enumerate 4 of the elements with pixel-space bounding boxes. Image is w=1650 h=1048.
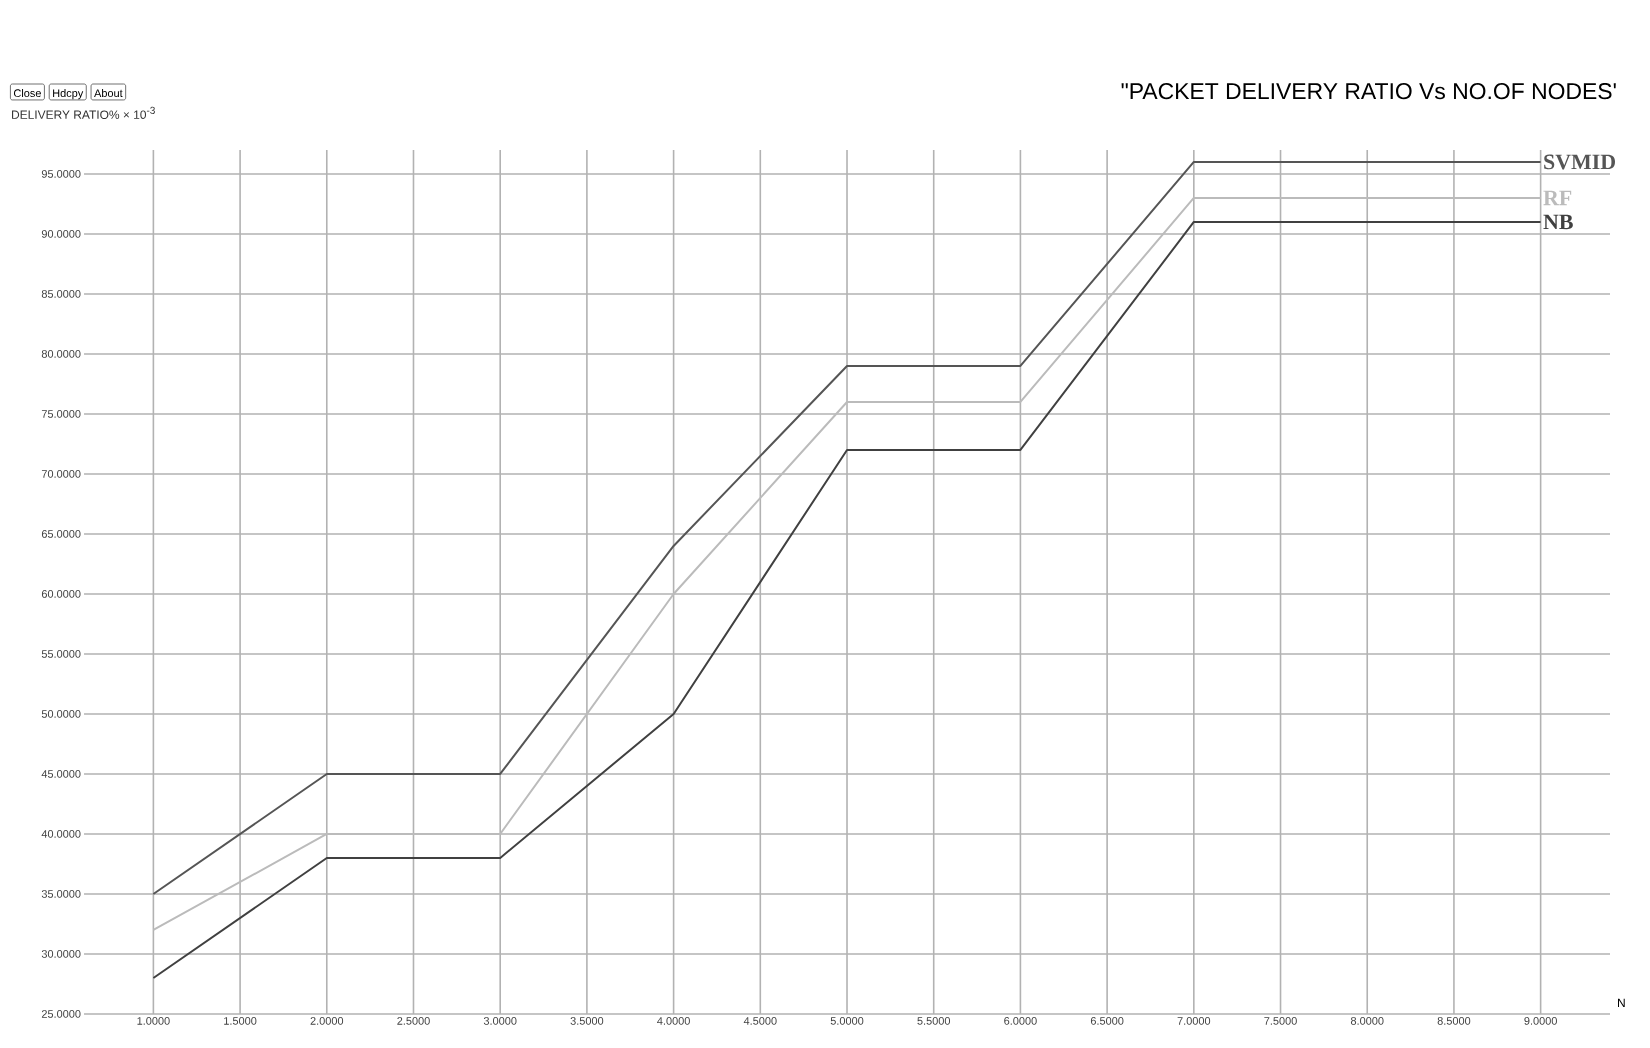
series-label: NB (1543, 214, 1573, 230)
series-label: RF (1543, 190, 1572, 206)
series-label: SVMID (1544, 154, 1616, 170)
chart-title: "PACKET DELIVERY RATIO Vs NO.OF NODES' (1121, 83, 1616, 100)
